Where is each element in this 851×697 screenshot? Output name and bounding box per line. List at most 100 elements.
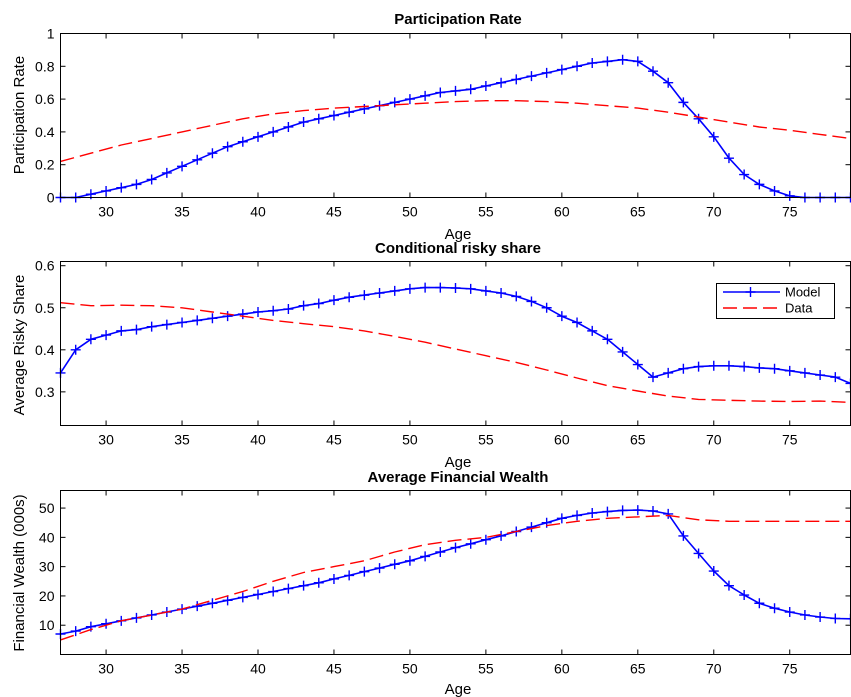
- model-point-45: [328, 110, 339, 121]
- model-point-49: [389, 559, 400, 570]
- y-tick-label: 0.2: [35, 157, 55, 173]
- x-tick-label: 75: [782, 661, 798, 677]
- model-point-70: [708, 566, 719, 577]
- model-point-64: [617, 505, 628, 516]
- model-point-45: [328, 573, 339, 584]
- model-point-51: [420, 551, 431, 562]
- model-point-33: [146, 321, 157, 332]
- model-point-68: [678, 97, 689, 108]
- model-point-73: [754, 362, 765, 373]
- x-tick-label: 30: [98, 661, 114, 677]
- model-point-43: [298, 580, 309, 591]
- model-point-62: [587, 508, 598, 519]
- model-point-71: [723, 153, 734, 164]
- model-point-56: [496, 77, 507, 88]
- financial-wealth-panel: Average Financial Wealth Financial Wealt…: [11, 469, 851, 697]
- panel-title: Participation Rate: [394, 11, 522, 28]
- model-point-51: [420, 282, 431, 293]
- model-point-72: [739, 590, 750, 601]
- model-point-49: [389, 285, 400, 296]
- model-point-52: [435, 547, 446, 557]
- y-tick-label: 50: [39, 500, 55, 516]
- axes-frame: [60, 33, 851, 198]
- model-point-74: [769, 603, 780, 614]
- x-tick-label: 40: [250, 661, 266, 677]
- x-tick-label: 70: [706, 661, 722, 677]
- y-tick-label: 30: [39, 559, 55, 575]
- model-point-63: [602, 56, 613, 67]
- model-point-39: [237, 592, 248, 603]
- model-point-43: [298, 117, 309, 128]
- y-tick-label: 0.8: [35, 58, 55, 74]
- model-point-38: [222, 311, 233, 322]
- model-point-48: [374, 288, 385, 299]
- y-axis-label: Financial Wealth (000s): [11, 494, 28, 651]
- x-axis-label: Age: [445, 681, 472, 697]
- model-point-61: [572, 510, 583, 521]
- model-point-61: [572, 61, 583, 72]
- model-point-70: [708, 360, 719, 371]
- series-marks: [55, 54, 851, 203]
- model-point-76: [799, 609, 810, 620]
- model-point-54: [465, 84, 476, 95]
- axis-ticks: 30 35 40 45 50 55 60 65 70 75 10 20 30 40 50: [39, 490, 851, 677]
- model-point-45: [328, 295, 339, 306]
- model-point-39: [237, 136, 248, 147]
- model-point-41: [268, 126, 279, 137]
- model-point-32: [131, 324, 142, 335]
- model-point-36: [192, 315, 203, 326]
- model-point-46: [344, 107, 355, 118]
- participation-rate-panel: Participation Rate Participation Rate Ag…: [11, 11, 851, 243]
- x-tick-label: 50: [402, 432, 418, 448]
- x-tick-label: 60: [554, 432, 570, 448]
- y-tick-label: 1: [47, 26, 55, 42]
- model-point-76: [799, 367, 810, 378]
- model-point-61: [572, 317, 583, 328]
- model-point-40: [253, 306, 263, 317]
- model-point-47: [359, 290, 370, 301]
- model-point-37: [207, 598, 218, 609]
- model-point-30: [101, 185, 112, 196]
- model-point-63: [602, 506, 613, 517]
- model-point-44: [313, 113, 324, 124]
- model-point-58: [526, 522, 537, 533]
- model-point-67: [663, 508, 674, 519]
- axes-frame: [60, 490, 851, 655]
- model-point-68: [678, 530, 689, 541]
- model-point-36: [192, 601, 203, 612]
- model-point-75: [784, 365, 795, 376]
- model-point-58: [526, 71, 537, 82]
- model-point-65: [632, 56, 643, 67]
- model-point-55: [480, 285, 491, 296]
- model-point-41: [268, 586, 279, 597]
- panel-title: Average Financial Wealth: [368, 469, 549, 486]
- model-point-46: [344, 292, 355, 303]
- y-axis-label: Participation Rate: [11, 56, 28, 174]
- x-tick-label: 55: [478, 661, 494, 677]
- x-tick-label: 55: [478, 432, 494, 448]
- y-tick-label: 0.3: [35, 384, 55, 400]
- x-axis-label: Age: [445, 454, 472, 471]
- x-tick-label: 75: [782, 204, 798, 220]
- x-tick-label: 60: [554, 204, 570, 220]
- model-point-75: [784, 607, 795, 618]
- model-point-50: [404, 283, 415, 294]
- model-point-77: [815, 370, 826, 381]
- model-point-64: [617, 54, 628, 65]
- model-point-52: [435, 282, 446, 293]
- x-tick-label: 40: [250, 432, 266, 448]
- model-point-71: [723, 580, 734, 591]
- model-point-42: [283, 121, 294, 132]
- y-tick-label: 0.5: [35, 300, 55, 316]
- model-point-53: [450, 542, 461, 553]
- model-point-35: [177, 317, 188, 328]
- panel-title: Conditional risky share: [375, 240, 541, 257]
- model-point-32: [131, 179, 142, 190]
- model-point-66: [648, 372, 658, 383]
- legend-box: [716, 283, 835, 319]
- model-point-59: [541, 302, 552, 313]
- model-point-66: [648, 66, 658, 77]
- model-point-60: [556, 311, 567, 322]
- model-point-30: [101, 330, 112, 341]
- model-point-69: [693, 548, 704, 559]
